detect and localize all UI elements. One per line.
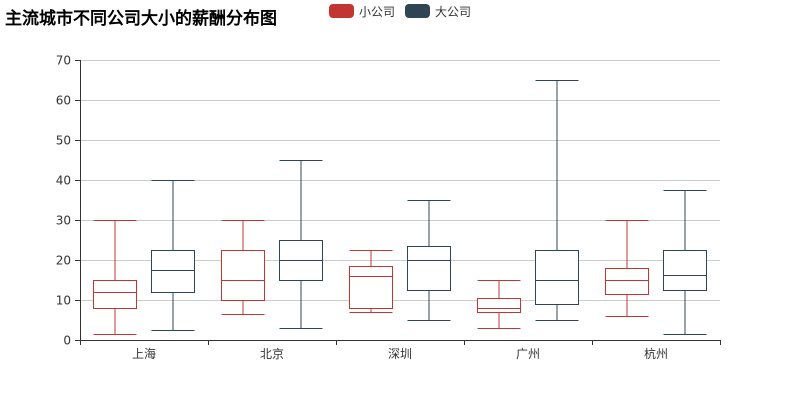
y-tick-label-50: 50	[56, 134, 71, 148]
legend-item-small-company[interactable]: 小公司	[329, 3, 395, 20]
y-tick-label-40: 40	[56, 174, 71, 188]
box-iqr	[663, 250, 707, 291]
box-1-4[interactable]	[663, 190, 707, 335]
box-0-3[interactable]	[477, 280, 521, 329]
y-tick-label-10: 10	[56, 294, 71, 308]
box-iqr	[349, 266, 393, 309]
legend-label-small-company: 小公司	[359, 4, 396, 19]
x-tick-label-2: 深圳	[388, 347, 412, 361]
axes: 0 10 20 30 40 50 60 70 上海 北京 深圳 广州 杭州	[56, 54, 721, 361]
x-tick-label-0: 上海	[132, 346, 156, 361]
box-iqr	[93, 280, 137, 309]
box-iqr	[221, 250, 265, 301]
x-tick-label-4: 杭州	[644, 346, 668, 361]
y-tick-label-20: 20	[56, 254, 71, 268]
y-tick-label-60: 60	[56, 94, 71, 108]
y-tick-label-0: 0	[63, 334, 71, 348]
legend-label-large-company: 大公司	[435, 4, 472, 19]
box-iqr	[535, 250, 579, 305]
legend-item-large-company[interactable]: 大公司	[405, 3, 471, 20]
box-0-1[interactable]	[221, 220, 265, 315]
y-tick-label-30: 30	[56, 214, 71, 228]
chart-title: 主流城市不同公司大小的薪酬分布图	[5, 9, 277, 29]
box-iqr	[407, 246, 451, 291]
legend-swatch-large-company	[405, 4, 431, 18]
box-1-3[interactable]	[535, 80, 579, 321]
box-0-4[interactable]	[605, 220, 649, 317]
box-iqr	[605, 268, 649, 295]
box-iqr	[151, 250, 195, 293]
box-1-0[interactable]	[151, 180, 195, 331]
box-0-2[interactable]	[349, 250, 393, 313]
box-iqr	[477, 298, 521, 313]
box-0-0[interactable]	[93, 220, 137, 335]
x-tick-label-1: 北京	[260, 347, 284, 361]
x-tick-label-3: 广州	[516, 347, 540, 361]
legend: 小公司 大公司	[329, 3, 481, 19]
y-tick-label-70: 70	[56, 54, 71, 68]
legend-swatch-small-company	[329, 4, 354, 18]
boxes	[93, 80, 707, 335]
box-1-1[interactable]	[279, 160, 323, 329]
box-1-2[interactable]	[407, 200, 451, 321]
